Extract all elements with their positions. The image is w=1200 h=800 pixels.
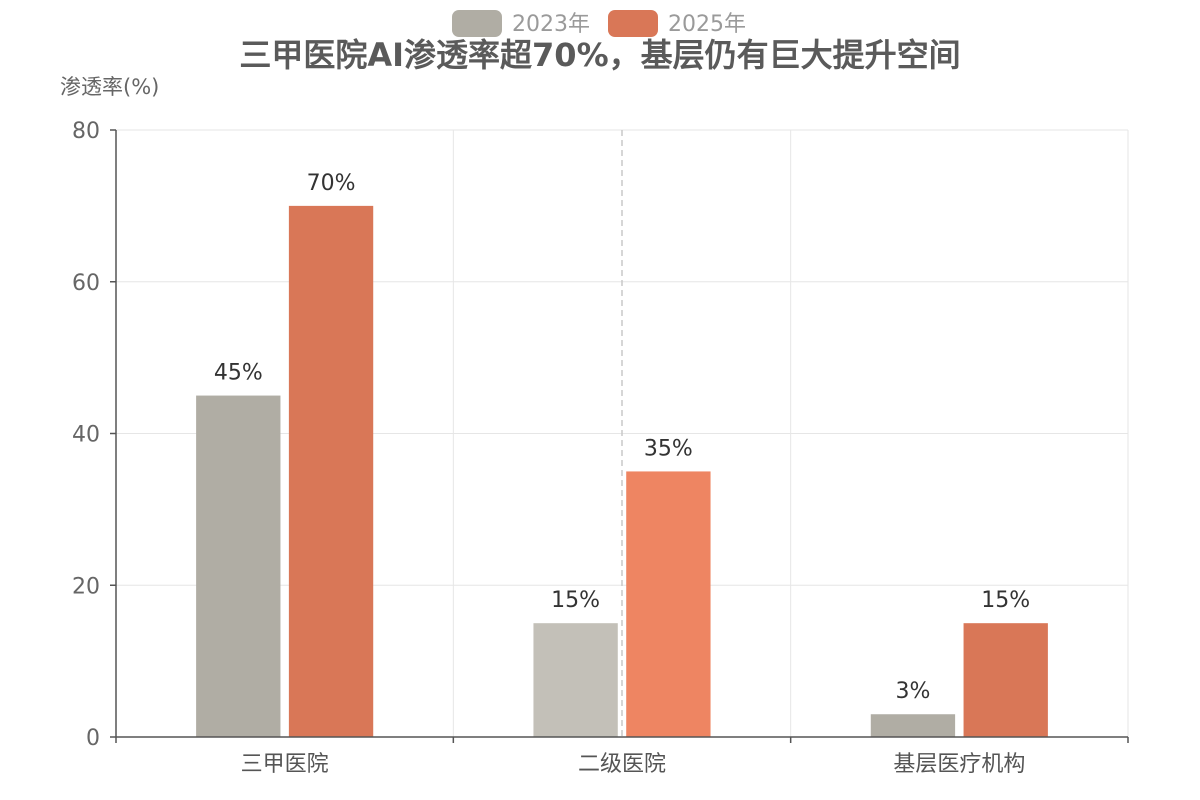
chart-title: 三甲医院AI渗透率超70%，基层仍有巨大提升空间 bbox=[239, 36, 960, 74]
legend-swatch bbox=[452, 10, 502, 37]
x-tick-labels: 三甲医院 二级医院 基层医疗机构 bbox=[241, 752, 1026, 777]
bar-2023年-三甲医院[interactable] bbox=[196, 395, 281, 737]
y-tick-labels: 0 20 40 60 80 bbox=[72, 119, 100, 751]
data-label: 35% bbox=[644, 436, 693, 461]
y-tick-label: 80 bbox=[72, 119, 100, 144]
y-axis-label: 渗透率(%) bbox=[60, 75, 159, 99]
legend-item-1[interactable]: 2023年 bbox=[452, 10, 590, 37]
y-tick-label: 20 bbox=[72, 574, 100, 599]
value-labels: 45% 70% 15% 35% 3% 15% bbox=[214, 171, 1030, 704]
x-tick-label: 二级医院 bbox=[578, 752, 666, 777]
legend-swatch bbox=[608, 10, 658, 37]
bar-2023年-二级医院[interactable] bbox=[533, 623, 618, 737]
legend-label: 2025年 bbox=[668, 12, 746, 37]
legend[interactable]: 2023年 2025年 bbox=[452, 10, 746, 37]
legend-item-2[interactable]: 2025年 bbox=[608, 10, 746, 37]
x-tick-label: 三甲医院 bbox=[241, 752, 329, 777]
y-tick-label: 60 bbox=[72, 271, 100, 296]
data-label: 15% bbox=[551, 588, 600, 613]
data-label: 70% bbox=[307, 171, 356, 196]
data-label: 15% bbox=[981, 588, 1030, 613]
x-tick-label: 基层医疗机构 bbox=[893, 752, 1025, 777]
bar-2025年-三甲医院[interactable] bbox=[288, 205, 374, 737]
data-label: 45% bbox=[214, 361, 263, 386]
y-tick-label: 40 bbox=[72, 423, 100, 448]
bars bbox=[196, 205, 1048, 737]
bar-2025年-基层医疗机构[interactable] bbox=[963, 623, 1048, 737]
data-label: 3% bbox=[895, 679, 930, 704]
axes bbox=[110, 129, 1129, 743]
legend-label: 2023年 bbox=[512, 12, 590, 37]
bar-2023年-基层医疗机构[interactable] bbox=[870, 714, 956, 737]
y-tick-label: 0 bbox=[86, 726, 100, 751]
bar-2025年-二级医院[interactable] bbox=[626, 471, 711, 737]
